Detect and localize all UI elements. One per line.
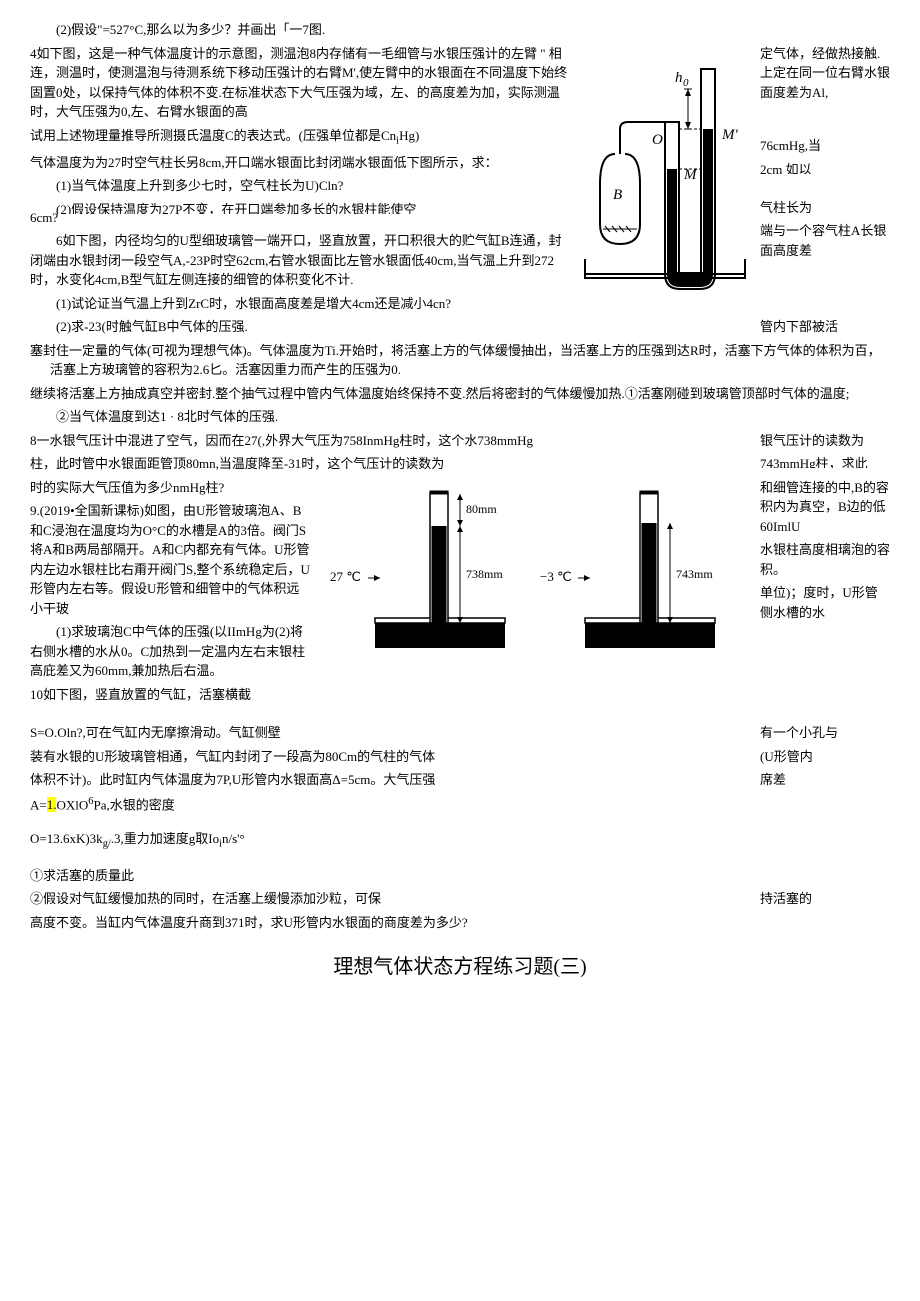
q8-p3: 时的实际大气压值为多少nmHg柱? [30,478,310,498]
q8-p2: 柱，此时管中水银面距管顶80mn,当温度降至-31时，这个气压计的读数为 [30,454,750,474]
q10-p4: 体积不计)。此时缸内气体温度为7P,U形管内水银面高Δ=5cm。大气压强 [30,770,750,790]
barometers-svg: 80mm 738mm 27 ℃ 743mm −3 ℃ [320,478,740,658]
q8-side2: 743mmHg柱，求此 [760,454,890,468]
q7-p2: 继续将活塞上方抽成真空并密封.整个抽气过程中管内气体温度始终保持不变.然后将密封… [30,384,890,404]
diagram-barometers: 80mm 738mm 27 ℃ 743mm −3 ℃ [320,478,750,658]
q10-row1: S=O.Oln?,可在气缸内无摩擦滑动。气缸侧壁 有一个小孔与 [30,723,890,747]
q9-p1: 9.(2019•全国新课标)如图，由U形管玻璃泡A、B和C浸泡在温度均为O°C的… [30,501,310,618]
q10-p2: S=O.Oln?,可在气缸内无摩擦滑动。气缸侧壁 [30,723,750,743]
q10-side4: 持活塞的 [760,889,890,909]
q9-side1: 和细管连接的中,B的容积内为真空，B边的低60ImlU [760,478,890,537]
q4-section: 4如下图，这是一种气体温度计的示意图，测温泡8内存储有一毛细管与水银压强计的左臂… [30,44,890,318]
q5-side2: 2cm 如以 [760,160,890,174]
B-label: B [613,187,622,203]
q4-p2-b: Hg) [399,128,419,143]
q10-p5a: A= [30,797,47,812]
q10-p6-sub: g/ [103,838,111,849]
q9-q1: (1)求玻璃泡C中气体的压强(以IImHg为(2)将右侧水槽的水从0。C加热到一… [30,622,310,681]
q6-q1: (1)试论证当气温上升到ZrC时，水银面高度差是增大4cm还是减小4cn? [30,294,570,314]
q5-q1: (1)当气体温度上升到多少七时，空气柱长为U)Cln? [30,176,570,196]
q10-p5: A=1.OXlO6Pa,水银的密度 [30,794,890,815]
q6-q2: (2)求-23(时触气缸B中气体的压强. [30,317,750,337]
q10-row3: 体积不计)。此时缸内气体温度为7P,U形管内水银面高Δ=5cm。大气压强 席差 [30,770,890,794]
q7-side1: 管内下部被活 [760,317,890,337]
q10-q3: 高度不变。当缸内气体温度升商到371时，求U形管内水银面的商度差为多少? [30,913,890,933]
q10-q1: ①求活塞的质量此 [30,866,890,886]
h743-label: 743mm [676,567,713,581]
q10-p5b: OXlO [56,797,88,812]
q10-p6: O=13.6xK)3kg/.3,重力加速度g取Ioin/s'° [30,829,890,852]
q7-q2: ②当气体温度到达1 · 8北时气体的压强. [30,407,890,427]
q10-p6a: O=13.6xK)3k [30,831,103,846]
q5-side3: 气柱长为 [760,198,890,218]
q4-side1: 定气体，经做热接触.上定在同一位右臂水银面度差为Al, [760,44,890,103]
O-label: O [652,132,663,148]
q10-side1: 有一个小孔与 [760,723,890,743]
q6-p1: 6如下图，内径均匀的U型细玻璃管一端开口，竖直放置，开口积很大的贮气缸B连通，封… [30,231,570,290]
q7-p1-a: 塞封住一定量的气体(可视为理想气体)。气体温度为Ti.开始时，将活塞上方的气体缓… [30,343,881,358]
q10-p5c: Pa,水银的密度 [93,797,174,812]
q8-row2: 柱，此时管中水银面距管顶80mn,当温度降至-31时，这个气压计的读数为 743… [30,454,890,478]
q10-p3: 装有水银的U形玻璃管相通，气缸内封闭了一段高为80Cm的气柱的气体 [30,747,750,767]
h738-label: 738mm [466,567,503,581]
q7-p1-b: 活塞上方玻璃管的容积为2.6匕。活塞因重力而产生的压强为0. [50,362,401,377]
q7-p1: 塞封住一定量的气体(可视为理想气体)。气体温度为Ti.开始时，将活塞上方的气体缓… [30,341,890,380]
diagram-thermometer: h 0 O M' M B [580,44,750,294]
q4-p1: 4如下图，这是一种气体温度计的示意图，测温泡8内存储有一毛细管与水银压强计的左臂… [30,44,570,122]
q5-p1a: 气体温度为为27时空气柱长另8cm,开口端水银面比封闭端水银面低下图所示，求： [30,155,498,170]
q10-q2: ②假设对气缸缓慢加热的同时，在活塞上缓慢添加沙粒，可保 [30,889,750,909]
temp-right-label: −3 ℃ [540,569,572,584]
q10-p6b: .3,重力加速度g取Io [111,831,219,846]
q4-p2: 试用上述物理量推导所测摄氏温度C的表达式。(压强单位都是CniHg) [30,126,570,149]
q9-side3: 单位)；度时，U形管侧水槽的水 [760,583,890,622]
h80-label: 80mm [466,502,497,516]
q2-text: (2)假设"=527°C,那么以为多少？并画出「一7图. [30,20,890,40]
q10-p6c: n/s'° [222,831,245,846]
q9-section: 时的实际大气压值为多少nmHg柱? 9.(2019•全国新课标)如图，由U形管玻… [30,478,890,709]
q10-row2: 装有水银的U形玻璃管相通，气缸内封闭了一段高为80Cm的气柱的气体 (U形管内 [30,747,890,771]
q5-overlap: 气体温度为为27时空气柱长另8cm,开口端水银面比封闭端水银面低下图所示，求： [30,153,570,173]
q10-p1: 10如下图，竖直放置的气缸，活塞横截 [30,685,310,705]
q10-side2: (U形管内 [760,747,890,767]
q4-p2-a: 试用上述物理量推导所测摄氏温度C的表达式。(压强单位都是Cn [30,128,396,143]
Mprime-label: M' [721,127,738,143]
q5-side1: 76cmHg,当 [760,136,890,156]
h0-label: h [675,70,683,86]
q10-side3: 席差 [760,770,890,790]
q9-side2: 水银柱高度相璃泡的容积。 [760,540,890,579]
temp-left-label: 27 ℃ [330,569,361,584]
q6-side1: 端与一个容气柱A长银面高度差 [760,221,890,260]
thermometer-svg: h 0 O M' M B [580,44,750,294]
page-title: 理想气体状态方程练习题(三) [30,952,890,982]
q8-side1: 银气压计的读数为 [760,431,890,451]
q10-row-q2: ②假设对气缸缓慢加热的同时，在活塞上缓慢添加沙粒，可保 持活塞的 [30,889,890,913]
q8-p1: 8一水银气压计中混进了空气，因而在27(,外界大气压为758InmHg柱时，这个… [30,431,750,451]
q8-row1: 8一水银气压计中混进了空气，因而在27(,外界大气压为758InmHg柱时，这个… [30,431,890,455]
q6q7-row: (2)求-23(时触气缸B中气体的压强. 管内下部被活 [30,317,890,341]
svg-text:0: 0 [683,77,689,89]
